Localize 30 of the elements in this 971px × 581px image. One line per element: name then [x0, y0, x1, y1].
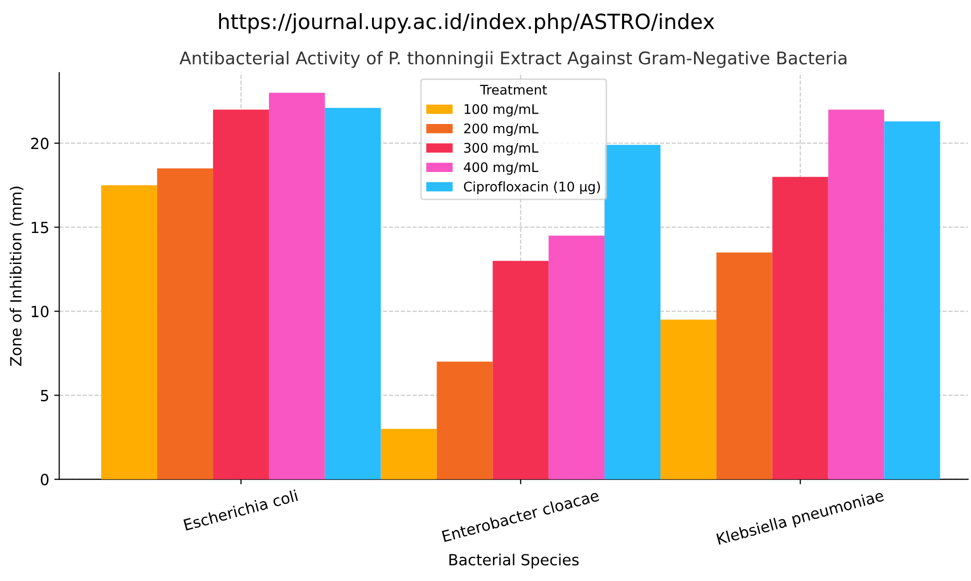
bar: [324, 108, 381, 480]
y-tick-label: 20: [31, 138, 48, 150]
legend-label: 100 mg/mL: [464, 104, 538, 117]
legend-title: Treatment: [480, 84, 547, 95]
bar: [101, 185, 158, 480]
bar: [828, 110, 884, 480]
bar: [884, 121, 940, 480]
legend-label: 300 mg/mL: [464, 142, 538, 156]
chart-title: Antibacterial Activity of P. thonningii Extract Against Gram-Negative Bacteria: [180, 51, 846, 68]
y-tick-label: 15: [32, 222, 48, 234]
x-axis-title: Bacterial Species: [449, 554, 579, 568]
bar: [772, 176, 828, 480]
bar: [157, 168, 214, 480]
y-tick-label: 0: [40, 474, 48, 486]
bar: [436, 362, 493, 480]
legend-label: Ciprofloxacin (10 µg): [464, 181, 600, 194]
bar: [716, 252, 772, 480]
y-axis-title: Zone of Inhibition (mm): [10, 186, 24, 366]
text: https://journal.upy.ac.id/index.php/ASTRO/index: [219, 13, 714, 34]
bar: [492, 260, 549, 480]
y-tick-label: 5: [40, 390, 48, 402]
bar: [548, 236, 605, 480]
bar: [604, 144, 660, 480]
bar: [660, 320, 716, 480]
legend-label: 200 mg/mL: [464, 123, 538, 136]
legend-label: 400 mg/mL: [464, 162, 538, 175]
bar: [268, 92, 325, 480]
bar: [380, 428, 437, 480]
y-tick-label: 10: [32, 306, 48, 318]
bar: [213, 110, 269, 480]
